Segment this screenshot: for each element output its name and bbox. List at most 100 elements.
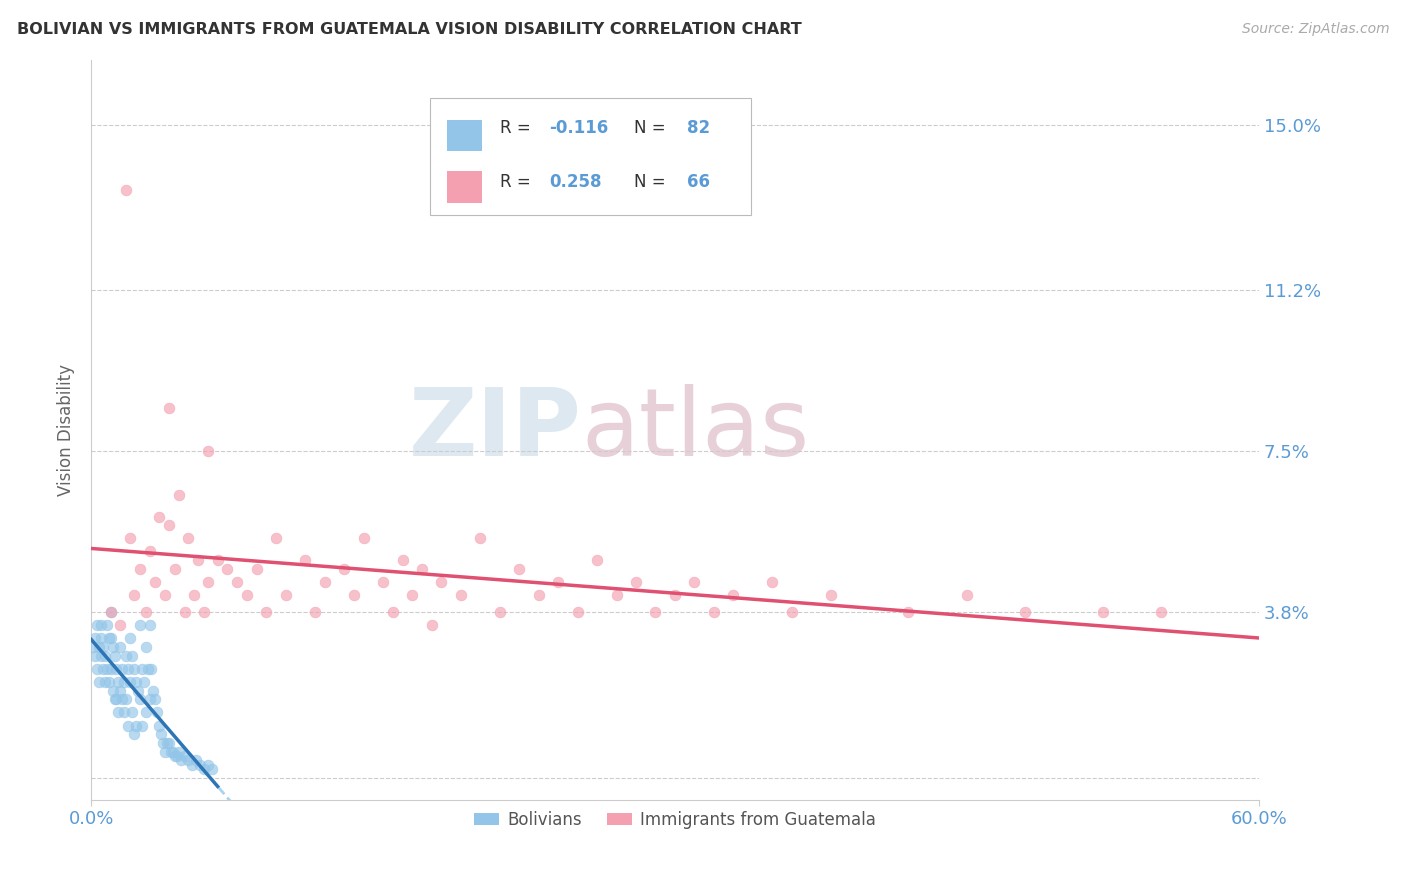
Point <box>162 745 184 759</box>
Point <box>101 640 124 655</box>
Point <box>167 488 190 502</box>
Point <box>122 662 145 676</box>
Point <box>135 606 157 620</box>
Point <box>420 618 443 632</box>
Point <box>132 675 155 690</box>
Point <box>683 574 706 589</box>
Point <box>122 727 145 741</box>
Text: 66: 66 <box>686 173 710 191</box>
Text: ZIP: ZIP <box>409 384 582 475</box>
Point <box>723 588 745 602</box>
Point <box>135 706 157 720</box>
Point <box>156 736 179 750</box>
Point <box>107 706 129 720</box>
Point <box>128 562 150 576</box>
Point <box>780 606 803 620</box>
Point <box>103 692 125 706</box>
Point <box>401 588 423 602</box>
Point <box>100 632 122 646</box>
Point <box>163 562 186 576</box>
Point <box>100 606 122 620</box>
Point <box>1150 606 1173 620</box>
Point <box>586 553 609 567</box>
Point <box>187 553 209 567</box>
Point <box>120 532 142 546</box>
Point <box>197 757 219 772</box>
Point <box>120 675 142 690</box>
FancyBboxPatch shape <box>430 98 751 215</box>
Point <box>84 632 107 646</box>
Point <box>245 562 267 576</box>
Point <box>761 574 783 589</box>
Point <box>101 683 124 698</box>
Point <box>100 662 122 676</box>
Point <box>111 692 134 706</box>
Point <box>121 706 143 720</box>
Point <box>450 588 472 602</box>
Point <box>314 574 336 589</box>
Point <box>157 736 180 750</box>
Point <box>115 648 138 663</box>
Point <box>82 640 104 655</box>
Point <box>254 606 277 620</box>
Point <box>131 718 153 732</box>
Point <box>169 753 191 767</box>
Point <box>157 518 180 533</box>
Point <box>193 606 215 620</box>
Point <box>112 706 135 720</box>
Point <box>166 749 188 764</box>
Point <box>353 532 375 546</box>
Point <box>125 675 148 690</box>
Point <box>121 648 143 663</box>
Point <box>371 574 394 589</box>
Point <box>96 618 118 632</box>
Point <box>138 692 160 706</box>
Point <box>90 618 112 632</box>
Text: R =: R = <box>499 173 536 191</box>
Point <box>138 618 160 632</box>
Point <box>664 588 686 602</box>
Point <box>148 509 170 524</box>
Point <box>606 588 628 602</box>
Point <box>1014 606 1036 620</box>
Point <box>157 401 180 415</box>
Point <box>105 662 128 676</box>
Text: 82: 82 <box>686 119 710 137</box>
Point <box>91 640 114 655</box>
Point <box>391 553 413 567</box>
Point <box>152 736 174 750</box>
Point <box>820 588 842 602</box>
Point <box>201 762 224 776</box>
Point <box>117 718 139 732</box>
Point <box>703 606 725 620</box>
Point <box>956 588 979 602</box>
Point <box>173 749 195 764</box>
Point <box>153 588 176 602</box>
Point <box>86 618 108 632</box>
Point <box>411 562 433 576</box>
Point <box>177 753 200 767</box>
Point <box>624 574 647 589</box>
Point <box>105 692 128 706</box>
Point <box>226 574 249 589</box>
Point <box>186 753 208 767</box>
Point <box>87 675 110 690</box>
Text: R =: R = <box>499 119 536 137</box>
Point <box>897 606 920 620</box>
Point <box>177 532 200 546</box>
Point <box>100 606 122 620</box>
Point <box>274 588 297 602</box>
Text: N =: N = <box>634 173 671 191</box>
Y-axis label: Vision Disability: Vision Disability <box>58 364 75 496</box>
Point <box>96 662 118 676</box>
Point <box>207 553 229 567</box>
Point <box>94 675 117 690</box>
Point <box>125 718 148 732</box>
Point <box>508 562 530 576</box>
Point <box>527 588 550 602</box>
Text: 0.258: 0.258 <box>548 173 602 191</box>
Point <box>188 757 211 772</box>
Point <box>136 662 159 676</box>
Point <box>110 640 132 655</box>
Point <box>148 718 170 732</box>
